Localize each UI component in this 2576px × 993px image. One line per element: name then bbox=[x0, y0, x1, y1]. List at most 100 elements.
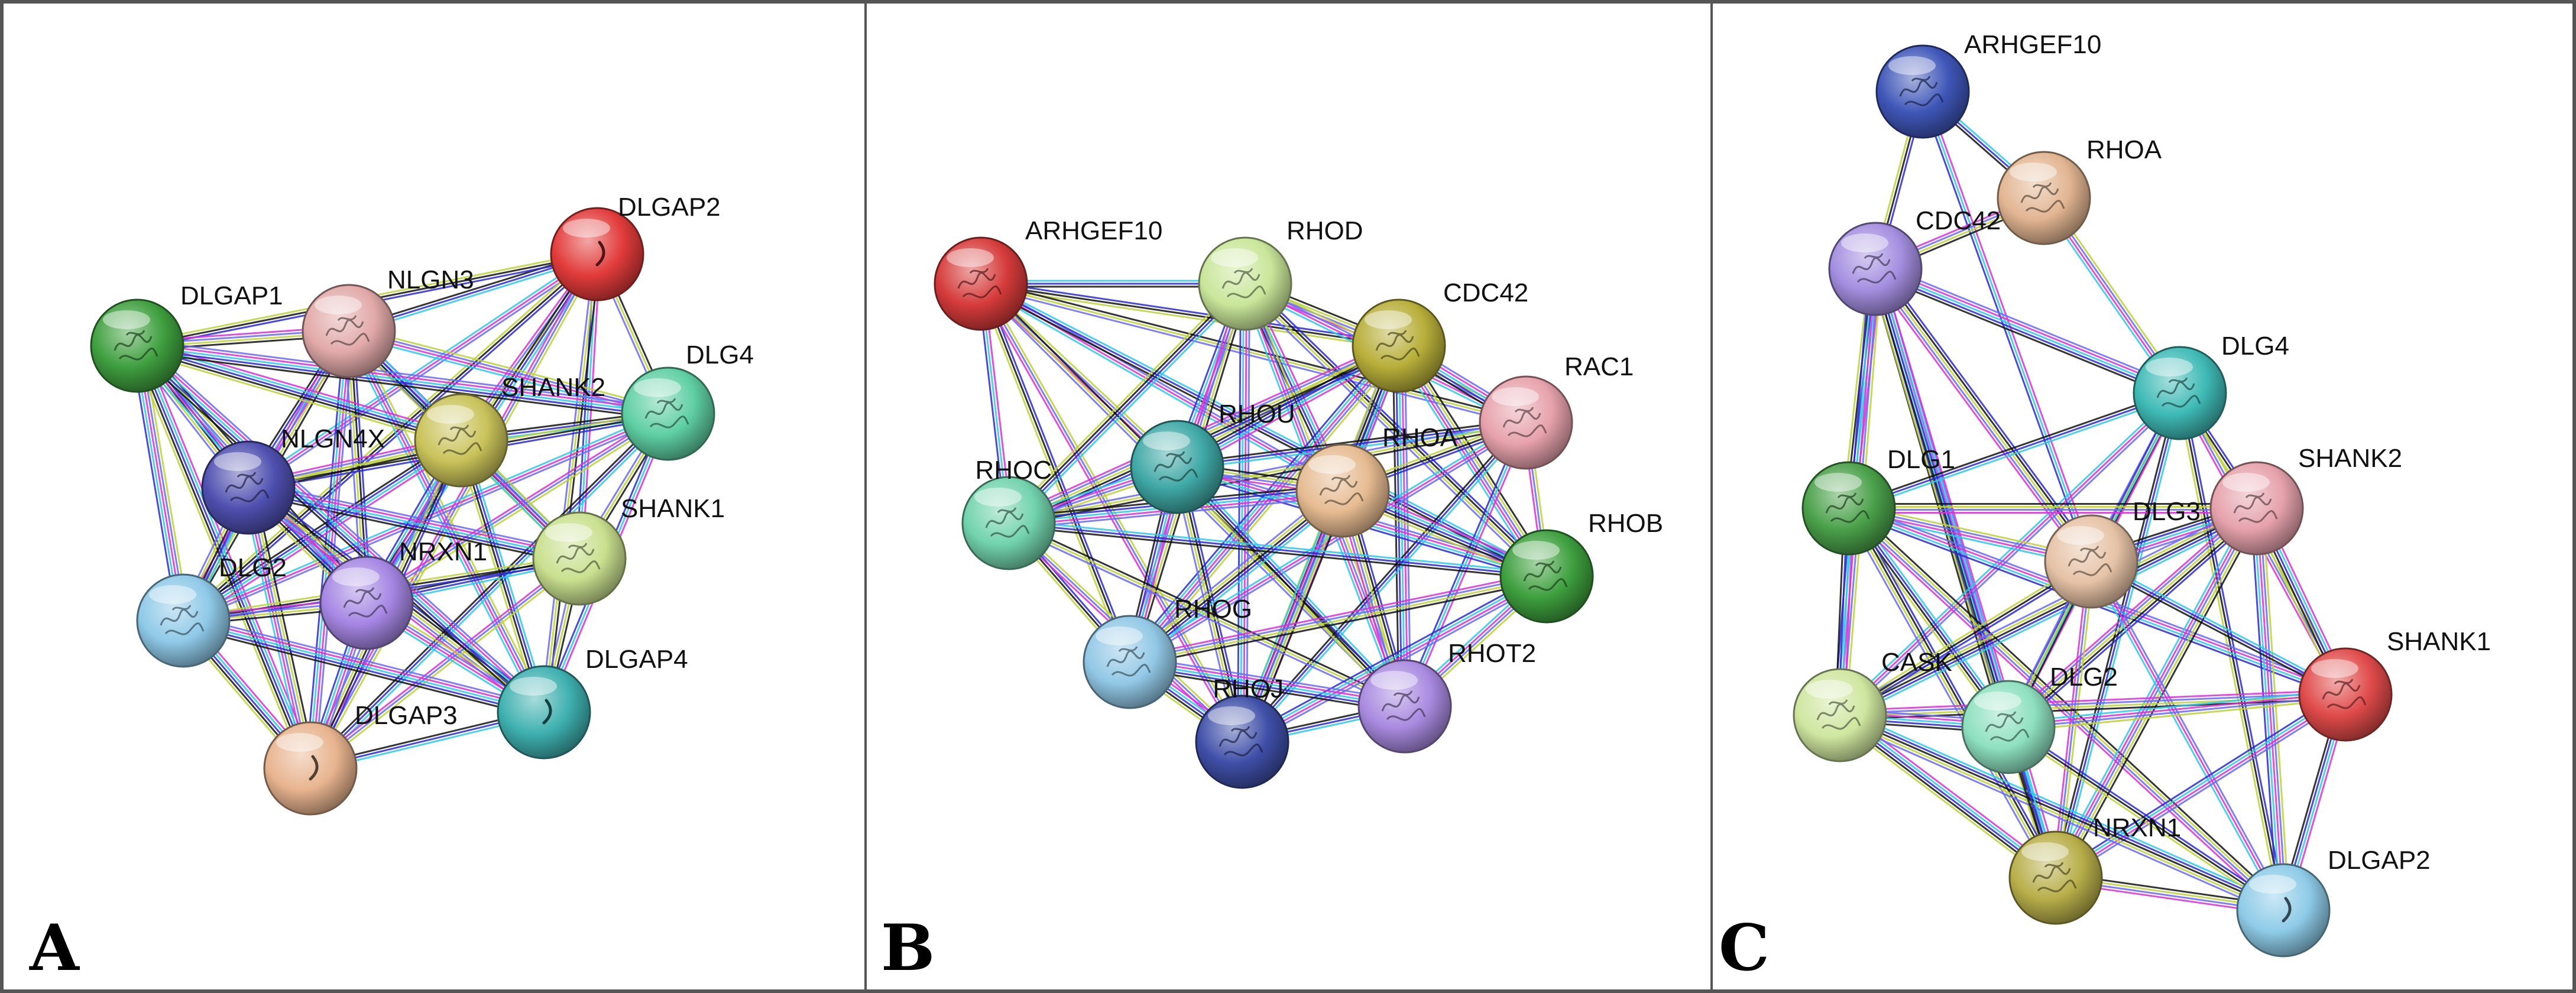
network-edge bbox=[1839, 689, 2346, 721]
protein-node[interactable]: NLGN3 bbox=[302, 265, 474, 378]
protein-node[interactable]: SHANK1 bbox=[532, 494, 725, 606]
node-sphere[interactable] bbox=[302, 284, 396, 378]
node-sphere[interactable] bbox=[263, 721, 358, 816]
protein-node[interactable]: ARHGEF10 bbox=[934, 216, 1162, 331]
node-sphere[interactable] bbox=[1828, 222, 1923, 316]
network-edge bbox=[2089, 558, 2348, 698]
protein-node[interactable]: DLGAP2 bbox=[2236, 846, 2431, 958]
protein-node[interactable]: CDC42 bbox=[1828, 206, 2001, 316]
node-sphere[interactable] bbox=[1130, 420, 1224, 514]
protein-node[interactable]: RHOA bbox=[1295, 423, 1458, 538]
protein-node[interactable]: CDC42 bbox=[1352, 278, 1528, 393]
protein-node[interactable]: ARHGEF10 bbox=[1875, 30, 2101, 139]
protein-node[interactable]: DLGAP3 bbox=[263, 701, 458, 816]
node-sphere[interactable] bbox=[2133, 346, 2227, 440]
node-sphere[interactable] bbox=[532, 511, 627, 606]
protein-node[interactable]: NRXN1 bbox=[2008, 813, 2181, 925]
node-sphere[interactable] bbox=[2298, 647, 2393, 742]
panel-letter-c: C bbox=[1719, 911, 1770, 985]
protein-node[interactable]: RHOG bbox=[1083, 595, 1252, 709]
protein-node[interactable]: RHOJ bbox=[1195, 674, 1289, 789]
protein-node[interactable]: DLG2 bbox=[136, 553, 287, 668]
node-label: NLGN4X bbox=[281, 424, 385, 453]
node-sphere[interactable] bbox=[2008, 830, 2103, 925]
node-label: SHANK2 bbox=[2298, 444, 2402, 473]
network-edge bbox=[1837, 709, 2286, 917]
node-sphere[interactable] bbox=[201, 440, 296, 535]
protein-node[interactable]: NRXN1 bbox=[319, 537, 487, 650]
node-sphere[interactable] bbox=[934, 236, 1028, 331]
node-sphere[interactable] bbox=[1357, 659, 1452, 754]
network-edge bbox=[1837, 390, 2183, 718]
protein-node[interactable]: RHOB bbox=[1499, 509, 1663, 624]
node-label: CDC42 bbox=[1916, 206, 2001, 235]
network-edge bbox=[1836, 502, 2260, 722]
network-edge bbox=[1129, 571, 1548, 667]
protein-node[interactable]: DLGAP2 bbox=[550, 193, 721, 301]
protein-node[interactable]: RHOC bbox=[961, 456, 1056, 570]
node-sphere[interactable] bbox=[1352, 298, 1446, 393]
protein-structure-icon bbox=[2032, 862, 2077, 893]
node-sphere[interactable] bbox=[1961, 680, 2056, 774]
node-label: DLGAP2 bbox=[2328, 846, 2431, 875]
protein-node[interactable]: RHOD bbox=[1198, 216, 1363, 331]
node-highlight bbox=[2010, 163, 2057, 181]
protein-structure-icon bbox=[556, 543, 601, 573]
node-sphere[interactable] bbox=[1479, 375, 1573, 470]
protein-node[interactable]: DLGAP1 bbox=[90, 281, 283, 393]
node-sphere[interactable] bbox=[319, 556, 414, 650]
node-sphere[interactable] bbox=[961, 476, 1056, 570]
crescent-icon bbox=[309, 755, 319, 781]
protein-node[interactable]: DLG2 bbox=[1961, 663, 2118, 774]
node-sphere[interactable] bbox=[1295, 443, 1390, 538]
node-sphere[interactable] bbox=[497, 665, 591, 760]
node-sphere[interactable] bbox=[2209, 461, 2304, 556]
node-label: RHOT2 bbox=[1448, 639, 1536, 668]
node-sphere[interactable] bbox=[1198, 236, 1292, 331]
node-sphere[interactable] bbox=[136, 573, 231, 668]
node-sphere[interactable] bbox=[90, 298, 184, 393]
protein-node[interactable]: DLG4 bbox=[2133, 332, 2289, 440]
node-sphere[interactable] bbox=[2044, 514, 2138, 609]
node-sphere[interactable] bbox=[414, 393, 508, 488]
protein-node[interactable]: DLG3 bbox=[2044, 497, 2201, 609]
protein-node[interactable]: RHOA bbox=[1997, 135, 2162, 245]
node-highlight bbox=[1370, 671, 1418, 690]
node-sphere[interactable] bbox=[621, 366, 715, 461]
network-edge bbox=[307, 411, 671, 771]
protein-structure-icon bbox=[2020, 182, 2065, 213]
node-label: RHOG bbox=[1174, 595, 1252, 624]
network-edge bbox=[2088, 559, 2287, 913]
protein-node[interactable]: DLGAP4 bbox=[497, 645, 688, 760]
node-sphere[interactable] bbox=[550, 207, 644, 301]
node-highlight bbox=[1806, 680, 1853, 699]
protein-node[interactable]: DLG4 bbox=[621, 340, 754, 461]
protein-node[interactable]: CASK bbox=[1793, 648, 1952, 762]
node-highlight bbox=[545, 523, 592, 542]
node-sphere[interactable] bbox=[1499, 529, 1594, 624]
network-edge bbox=[540, 254, 601, 713]
node-highlight bbox=[2311, 659, 2358, 678]
protein-node[interactable]: SHANK1 bbox=[2298, 627, 2491, 742]
protein-node[interactable]: RHOT2 bbox=[1357, 639, 1536, 754]
node-sphere[interactable] bbox=[1801, 461, 1896, 556]
node-label: DLG2 bbox=[2050, 663, 2118, 692]
protein-node[interactable]: SHANK2 bbox=[414, 373, 605, 488]
network-edge bbox=[364, 410, 670, 606]
node-sphere[interactable] bbox=[2236, 863, 2331, 958]
panel-b: ARHGEF10 RHOD CDC42 RAC1 RHOU RHOA RHOC RHOB RHO… bbox=[867, 0, 1710, 993]
protein-node[interactable]: RAC1 bbox=[1479, 352, 1634, 470]
node-label: DLG4 bbox=[686, 340, 754, 369]
protein-node[interactable]: NLGN4X bbox=[201, 424, 385, 535]
node-sphere[interactable] bbox=[1875, 44, 1970, 139]
network-edge bbox=[2004, 503, 2261, 732]
node-sphere[interactable] bbox=[1083, 615, 1177, 709]
protein-node[interactable]: SHANK2 bbox=[2209, 444, 2402, 556]
node-highlight bbox=[1143, 431, 1190, 450]
protein-structure-icon bbox=[343, 587, 388, 618]
node-sphere[interactable] bbox=[1195, 695, 1289, 789]
protein-node[interactable]: DLG1 bbox=[1801, 445, 1955, 556]
node-sphere[interactable] bbox=[1793, 668, 1887, 762]
protein-node[interactable]: RHOU bbox=[1130, 400, 1295, 514]
node-sphere[interactable] bbox=[1997, 151, 2091, 245]
